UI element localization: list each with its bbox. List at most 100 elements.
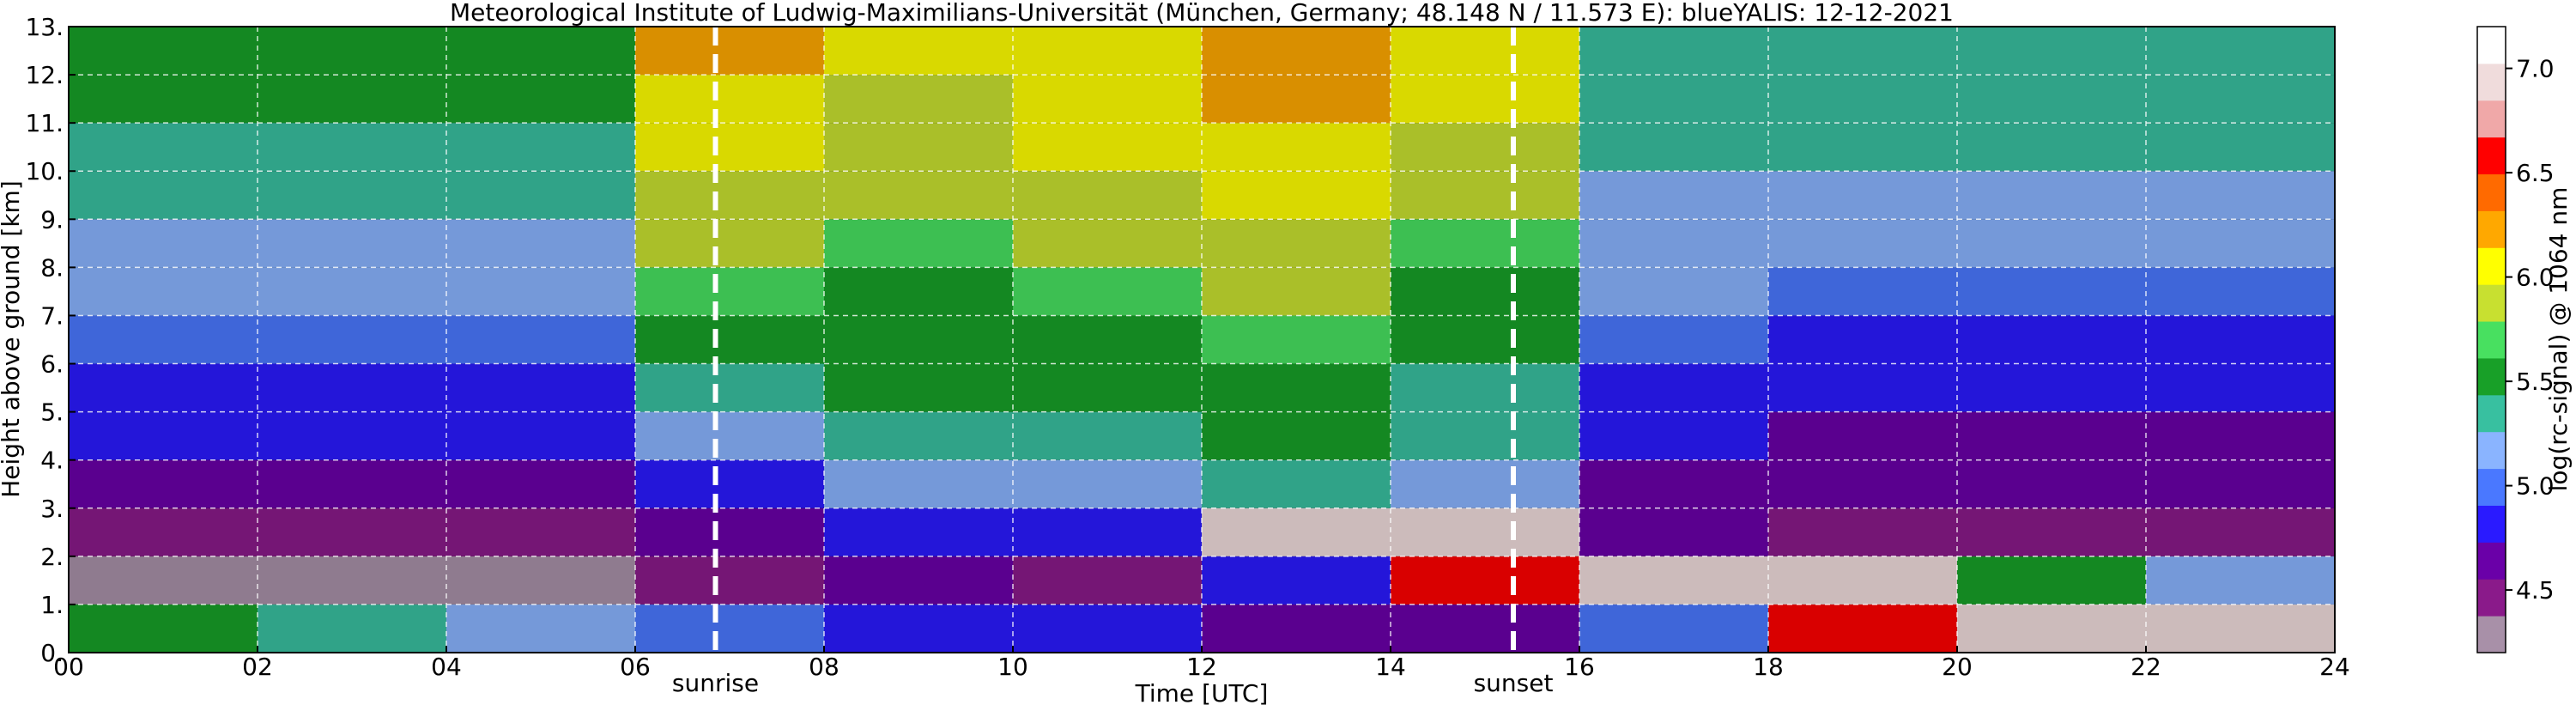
heatmap-cell bbox=[824, 556, 1013, 605]
heatmap-cell bbox=[2146, 219, 2335, 268]
heatmap-cell bbox=[1579, 27, 1768, 76]
heatmap-cell bbox=[1768, 27, 1957, 76]
heatmap-cell bbox=[824, 171, 1013, 220]
heatmap-cell bbox=[258, 267, 446, 316]
heatmap-cell bbox=[258, 411, 446, 460]
colorbar-segment bbox=[2477, 321, 2506, 359]
y-tick-label: 12. bbox=[25, 61, 64, 89]
heatmap-cell bbox=[1013, 267, 1202, 316]
heatmap-cell bbox=[1202, 507, 1391, 556]
heatmap-cell bbox=[1391, 219, 1579, 268]
heatmap-cell bbox=[446, 363, 635, 412]
heatmap-cell bbox=[1013, 459, 1202, 508]
y-tick-label: 0. bbox=[40, 639, 64, 667]
heatmap-cell bbox=[1391, 171, 1579, 220]
colorbar-segment bbox=[2477, 173, 2506, 211]
heatmap-cell bbox=[446, 171, 635, 220]
colorbar-frame bbox=[2476, 26, 2506, 653]
heatmap-cell bbox=[258, 459, 446, 508]
heatmap-cell bbox=[635, 123, 824, 172]
heatmap-cell bbox=[1013, 604, 1202, 653]
heatmap-cell bbox=[258, 507, 446, 556]
heatmap-cell bbox=[69, 267, 258, 316]
heatmap-cell bbox=[1391, 27, 1579, 76]
colorbar-segment bbox=[2477, 542, 2506, 580]
heatmap-cell bbox=[1957, 123, 2146, 172]
heatmap-cell bbox=[1579, 75, 1768, 124]
heatmap-cell bbox=[1579, 604, 1768, 653]
y-tick-label: 2. bbox=[40, 543, 64, 571]
heatmap-cell bbox=[2146, 556, 2335, 605]
heatmap-cell bbox=[446, 219, 635, 268]
y-tick-label: 13. bbox=[25, 13, 64, 41]
heatmap-cell bbox=[635, 315, 824, 364]
heatmap-cell bbox=[1579, 411, 1768, 460]
heatmap-cell bbox=[69, 459, 258, 508]
colorbar-tick-label: 5.0 bbox=[2516, 472, 2555, 501]
x-tick-label: 10 bbox=[997, 653, 1028, 681]
heatmap-cell bbox=[1579, 315, 1768, 364]
heatmap-cell bbox=[69, 556, 258, 605]
heatmap-cell bbox=[446, 459, 635, 508]
y-tick-label: 1. bbox=[40, 591, 64, 619]
heatmap-cell bbox=[824, 267, 1013, 316]
heatmap-cell bbox=[1957, 27, 2146, 76]
heatmap-cell bbox=[1957, 604, 2146, 653]
heatmap-cell bbox=[635, 411, 824, 460]
heatmap-cell bbox=[824, 604, 1013, 653]
heatmap-cell bbox=[1768, 75, 1957, 124]
heatmap-cell bbox=[1768, 363, 1957, 412]
x-tick-label: 20 bbox=[1942, 653, 1973, 681]
heatmap-cell bbox=[1013, 411, 1202, 460]
heatmap-cell bbox=[2146, 507, 2335, 556]
colorbar-tick-label: 7.0 bbox=[2516, 55, 2555, 83]
heatmap-cell bbox=[635, 507, 824, 556]
heatmap-cell bbox=[1768, 267, 1957, 316]
x-tick-label: 12 bbox=[1186, 653, 1217, 681]
heatmap-cell bbox=[1202, 267, 1391, 316]
colorbar-segment bbox=[2477, 27, 2506, 64]
heatmap-cell bbox=[1013, 315, 1202, 364]
plot-frame bbox=[68, 26, 2336, 653]
y-tick-label: 3. bbox=[40, 495, 64, 523]
heatmap-cell bbox=[824, 75, 1013, 124]
heatmap-cell bbox=[69, 219, 258, 268]
heatmap-cell bbox=[635, 75, 824, 124]
y-tick-label: 9. bbox=[40, 205, 64, 234]
heatmap-cell bbox=[446, 315, 635, 364]
heatmap-cell bbox=[1391, 267, 1579, 316]
heatmap-cell bbox=[69, 315, 258, 364]
colorbar-tick-label: 5.5 bbox=[2516, 368, 2555, 396]
colorbar-segment bbox=[2477, 579, 2506, 617]
heatmap-cell bbox=[1768, 219, 1957, 268]
heatmap-cell bbox=[824, 459, 1013, 508]
heatmap-cell bbox=[1957, 507, 2146, 556]
heatmap-cell bbox=[635, 219, 824, 268]
heatmap-cell bbox=[69, 507, 258, 556]
heatmap-cell bbox=[2146, 75, 2335, 124]
heatmap-cell bbox=[1391, 315, 1579, 364]
x-tick-label: 24 bbox=[2319, 653, 2350, 681]
heatmap-cell bbox=[1013, 171, 1202, 220]
heatmap-cell bbox=[258, 315, 446, 364]
heatmap-cell bbox=[1957, 267, 2146, 316]
heatmap-cell bbox=[2146, 171, 2335, 220]
heatmap-cell bbox=[258, 363, 446, 412]
heatmap-cell bbox=[1202, 363, 1391, 412]
heatmap-cell bbox=[446, 267, 635, 316]
heatmap-cell bbox=[258, 219, 446, 268]
annotation-label: sunset bbox=[1474, 669, 1554, 697]
heatmap-cell bbox=[1579, 171, 1768, 220]
colorbar-segment bbox=[2477, 247, 2506, 285]
x-tick-label: 00 bbox=[53, 653, 84, 681]
heatmap-cell bbox=[446, 411, 635, 460]
colorbar-segment bbox=[2477, 505, 2506, 543]
y-tick-label: 5. bbox=[40, 398, 64, 427]
y-tick-label: 7. bbox=[40, 301, 64, 330]
heatmap-cell bbox=[2146, 363, 2335, 412]
y-tick-label: 11. bbox=[25, 109, 64, 137]
heatmap-cell bbox=[1391, 123, 1579, 172]
heatmap-cell bbox=[2146, 123, 2335, 172]
heatmap-cell bbox=[69, 411, 258, 460]
